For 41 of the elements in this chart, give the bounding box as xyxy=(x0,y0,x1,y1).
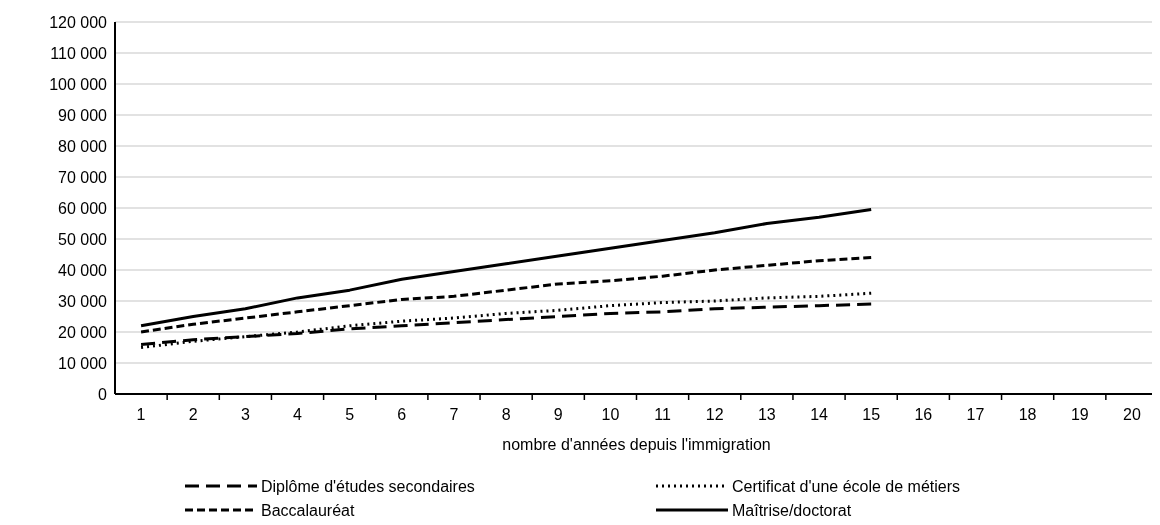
x-tick-label: 18 xyxy=(1018,406,1037,423)
y-tick-label: 60 000 xyxy=(58,199,108,217)
y-tick-label: 120 000 xyxy=(49,13,108,31)
legend-label: Maîtrise/doctorat xyxy=(732,501,852,519)
x-tick-label: 9 xyxy=(553,406,563,423)
x-tick-label: 8 xyxy=(501,406,511,423)
y-tick-label: 110 000 xyxy=(50,44,108,62)
y-tick-label: 100 000 xyxy=(49,75,108,93)
line-series xyxy=(139,208,873,328)
y-tick-label: 30 000 xyxy=(58,292,108,310)
x-tick-label: 16 xyxy=(914,406,933,423)
y-tick-label: 10 000 xyxy=(58,354,108,372)
x-tick-label: 3 xyxy=(240,406,250,423)
x-tick-label: 2 xyxy=(188,406,198,423)
y-tick-label: 50 000 xyxy=(58,230,108,248)
y-tick-label: 80 000 xyxy=(58,137,108,155)
line-series xyxy=(139,256,873,334)
legend-label: Certificat d'une école de métiers xyxy=(732,477,961,495)
y-tick-label: 40 000 xyxy=(58,261,108,279)
x-tick-label: 1 xyxy=(136,406,146,423)
x-axis-title: nombre d'années depuis l'immigration xyxy=(502,436,771,453)
legend-label: Baccalauréat xyxy=(261,501,355,519)
x-tick-label: 14 xyxy=(810,406,829,423)
legend-label: Diplôme d'études secondaires xyxy=(261,477,475,495)
y-tick-label: 90 000 xyxy=(58,106,108,124)
x-tick-label: 11 xyxy=(654,406,671,423)
y-tick-label: 70 000 xyxy=(58,168,108,186)
x-tick-label: 20 xyxy=(1123,406,1141,423)
x-tick-label: 15 xyxy=(862,406,881,423)
line-series xyxy=(139,291,873,349)
x-tick-label: 17 xyxy=(966,406,985,423)
x-tick-label: 4 xyxy=(293,406,303,423)
y-tick-label: 0 xyxy=(98,385,108,403)
x-tick-label: 19 xyxy=(1070,406,1089,423)
x-tick-label: 6 xyxy=(397,406,407,423)
x-tick-label: 12 xyxy=(705,406,724,423)
y-tick-label: 20 000 xyxy=(58,323,108,341)
x-tick-label: 13 xyxy=(757,406,776,423)
x-tick-label: 7 xyxy=(449,406,459,423)
x-tick-label: 5 xyxy=(345,406,355,423)
x-tick-label: 10 xyxy=(601,406,620,423)
